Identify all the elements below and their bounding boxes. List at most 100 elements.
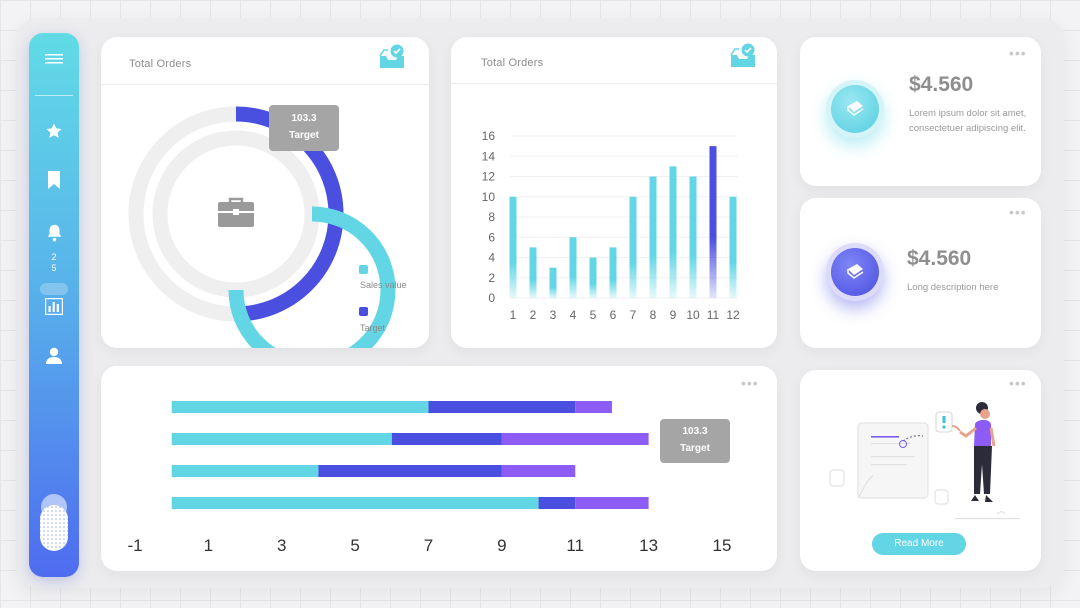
x-tick-label: 1 <box>204 536 213 555</box>
horizontal-bar-card: ••• -1 1 3 5 7 9 11 13 15 103.3 Target <box>101 366 777 571</box>
bar-segment[interactable] <box>501 465 576 477</box>
y-tick-label: 10 <box>482 190 496 204</box>
x-tick-label: 3 <box>550 308 557 322</box>
bar-segment[interactable] <box>391 433 502 445</box>
x-tick-label: 5 <box>350 536 359 555</box>
y-tick-label: 14 <box>482 149 496 163</box>
bar-chart-icon[interactable] <box>29 298 79 315</box>
y-tick-label: 0 <box>488 291 495 305</box>
x-tick-label: 2 <box>530 308 537 322</box>
target-tooltip: 103.3 Target <box>660 419 730 463</box>
read-more-button[interactable]: Read More <box>872 533 966 555</box>
book-icon-bg <box>831 248 879 296</box>
bar-segment[interactable] <box>501 433 649 445</box>
total-orders-bar-card: Total Orders 0 2 4 6 8 10 12 14 16 1 2 3 4 5 6 7 8 9 10 11 1… <box>451 37 777 348</box>
badge-digit-1: 2 <box>51 252 57 262</box>
stat-price: $4.560 <box>907 247 972 270</box>
x-tick-label: 11 <box>707 308 720 322</box>
stat-card-1: ••• $4.560 Lorem ipsum dolor sit amet, c… <box>800 37 1041 186</box>
bar-segment[interactable] <box>171 465 319 477</box>
book-icon <box>847 101 864 116</box>
legend-label-target: Target <box>360 323 386 333</box>
y-tick-label: 2 <box>488 271 495 285</box>
bookmark-icon[interactable] <box>29 170 79 190</box>
sales-ring-arc <box>228 206 396 348</box>
user-icon[interactable] <box>29 347 79 364</box>
tooltip-label: Target <box>289 130 319 141</box>
bar[interactable] <box>589 257 597 299</box>
more-options-icon[interactable]: ••• <box>1009 204 1027 220</box>
x-tick-label: -1 <box>127 536 142 555</box>
menu-icon[interactable] <box>29 53 79 65</box>
bar-segment[interactable] <box>318 465 502 477</box>
bar[interactable] <box>649 176 657 299</box>
horizontal-bar-chart: -1 1 3 5 7 9 11 13 15 <box>127 401 731 555</box>
card-title: Total Orders <box>129 58 192 70</box>
card-title: Total Orders <box>481 57 544 69</box>
bar[interactable] <box>549 267 557 298</box>
y-tick-label: 16 <box>482 129 496 143</box>
inbox-check-icon[interactable] <box>378 44 406 75</box>
bar[interactable] <box>609 247 617 298</box>
star-icon[interactable] <box>29 122 79 140</box>
bar-segment[interactable] <box>171 433 392 445</box>
y-tick-label: 8 <box>488 210 495 224</box>
card-divider <box>451 83 777 84</box>
x-tick-label: 4 <box>570 308 577 322</box>
sidebar-divider <box>35 95 73 96</box>
x-tick-label: 13 <box>639 536 658 555</box>
stat-card-2: ••• $4.560 Long description here <box>800 198 1041 348</box>
y-tick-label: 6 <box>488 230 495 244</box>
bar[interactable] <box>709 146 717 298</box>
donut-chart <box>128 106 396 348</box>
x-tick-label: 7 <box>424 536 433 555</box>
legend-label-sales: Sales value <box>360 280 407 290</box>
bar[interactable] <box>569 237 577 298</box>
book-icon-bg <box>831 85 879 133</box>
tooltip-value: 103.3 <box>682 426 708 437</box>
briefcase-icon <box>217 196 255 233</box>
woman-presentation-illustration <box>829 402 1020 520</box>
decorative-dots-icon <box>29 493 79 563</box>
x-tick-label: 7 <box>630 308 637 322</box>
x-tick-label: 6 <box>610 308 617 322</box>
bar-segment[interactable] <box>171 497 539 509</box>
x-tick-label: 3 <box>277 536 286 555</box>
bar-segment[interactable] <box>575 497 649 509</box>
notification-badge <box>40 283 68 295</box>
x-tick-label: 1 <box>510 308 517 322</box>
bar[interactable] <box>669 166 677 298</box>
more-options-icon[interactable]: ••• <box>1009 375 1027 391</box>
stat-price: $4.560 <box>909 73 974 96</box>
x-tick-label: 9 <box>497 536 506 555</box>
bar[interactable] <box>689 176 697 299</box>
badge-digit-2: 5 <box>51 263 57 273</box>
bar[interactable] <box>629 196 637 298</box>
card-divider <box>101 84 429 85</box>
x-tick-label: 9 <box>670 308 677 322</box>
x-tick-label: 10 <box>686 308 700 322</box>
tooltip-value: 103.3 <box>291 113 317 124</box>
more-options-icon[interactable]: ••• <box>741 375 759 391</box>
bell-icon[interactable] <box>29 223 79 242</box>
book-icon <box>847 264 864 279</box>
more-options-icon[interactable]: ••• <box>1009 45 1027 61</box>
tooltip-label: Target <box>680 443 710 454</box>
inbox-check-icon[interactable] <box>729 43 757 74</box>
bar-segment[interactable] <box>428 401 576 413</box>
x-tick-label: 11 <box>566 536 584 555</box>
legend-swatch-sales <box>359 265 368 274</box>
bar-segment[interactable] <box>171 401 429 413</box>
bar-segment[interactable] <box>538 497 576 509</box>
sidebar: 2 5 <box>29 33 79 577</box>
bar-segment[interactable] <box>575 401 612 413</box>
x-tick-label: 5 <box>590 308 597 322</box>
bar[interactable] <box>729 196 737 298</box>
x-tick-label: 8 <box>650 308 657 322</box>
stat-description: Lorem ipsum dolor sit amet, consectetuer… <box>909 108 1027 134</box>
legend-swatch-target <box>359 307 368 316</box>
bar[interactable] <box>529 247 537 298</box>
bar[interactable] <box>509 196 517 298</box>
y-tick-label: 4 <box>488 251 495 265</box>
